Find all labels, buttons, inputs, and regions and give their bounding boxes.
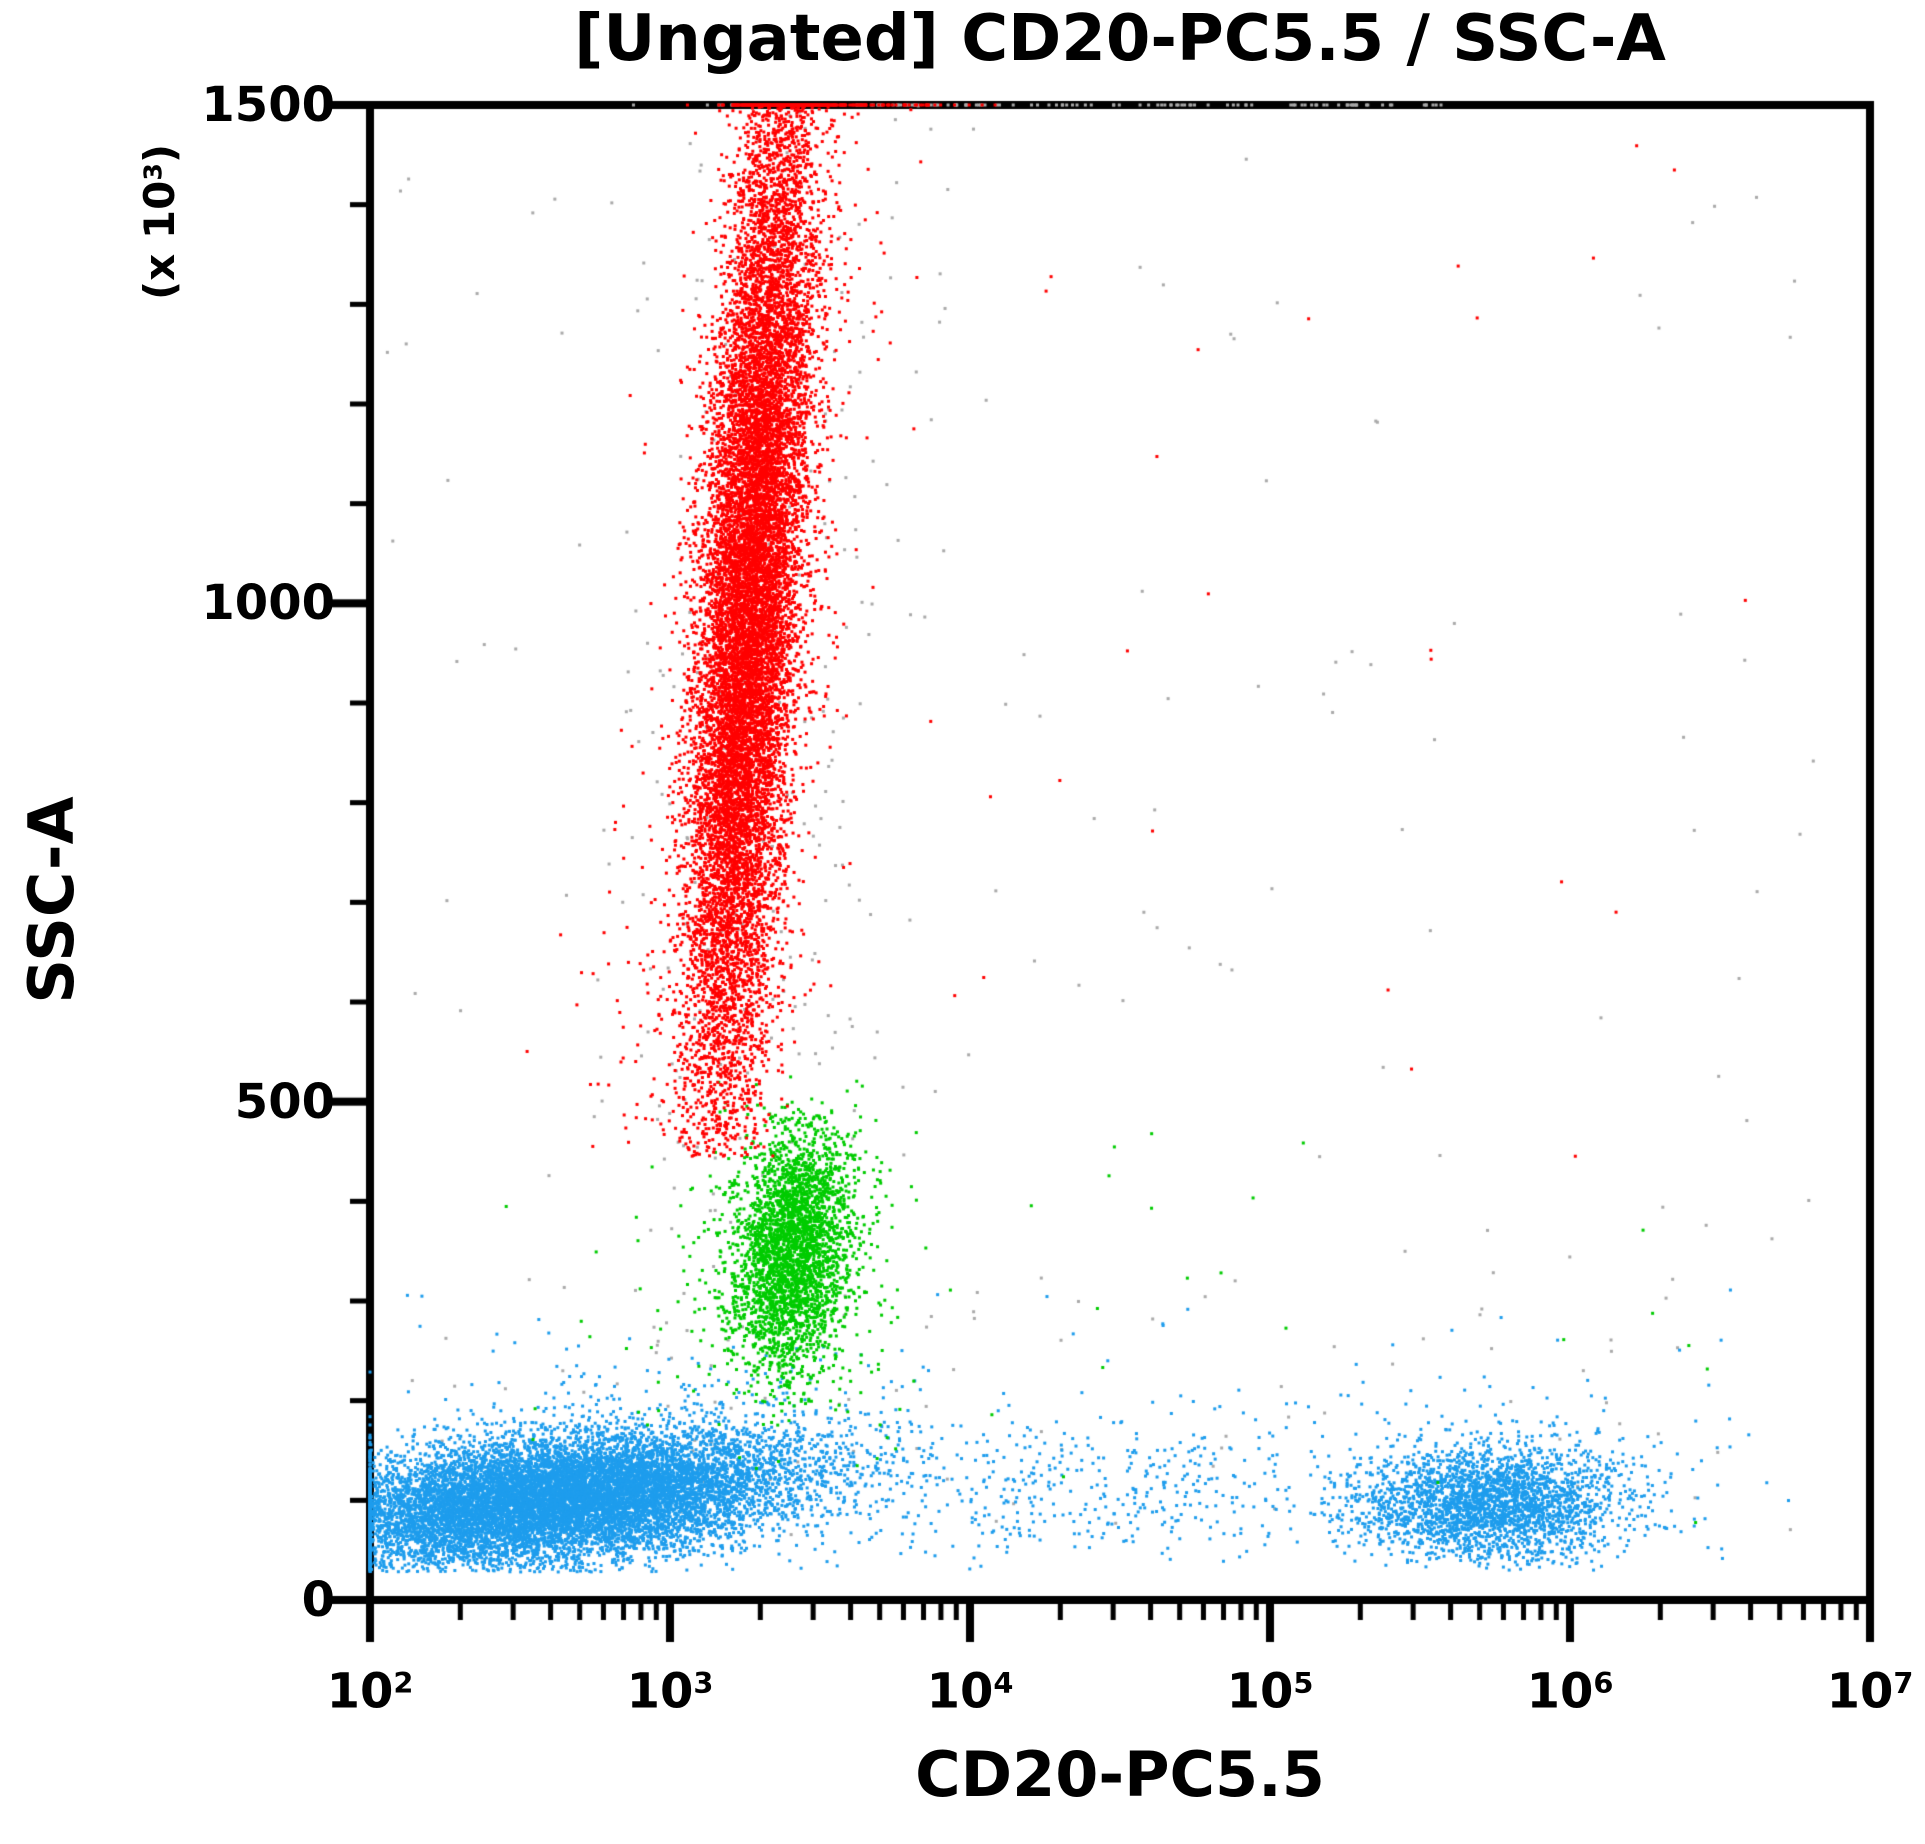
x-tick-label-1e5: 105 — [1226, 1663, 1314, 1720]
y-tick-label-1500: 1500 — [201, 77, 335, 133]
x-tick-label-1e2: 102 — [326, 1663, 414, 1720]
x-tick-label-1e7: 107 — [1826, 1663, 1914, 1720]
y-tick-label-0: 0 — [301, 1572, 335, 1628]
x-tick-label-1e6: 106 — [1526, 1663, 1614, 1720]
x-tick-label-1e4: 104 — [926, 1663, 1014, 1720]
y-tick-label-1000: 1000 — [201, 575, 335, 631]
y-axis-label: SSC-A — [15, 796, 88, 1004]
chart-title: [Ungated] CD20-PC5.5 / SSC-A — [574, 2, 1666, 76]
y-tick-label-500: 500 — [234, 1074, 335, 1130]
x-axis-label: CD20-PC5.5 — [915, 1738, 1325, 1811]
x-tick-label-1e3: 103 — [626, 1663, 714, 1720]
